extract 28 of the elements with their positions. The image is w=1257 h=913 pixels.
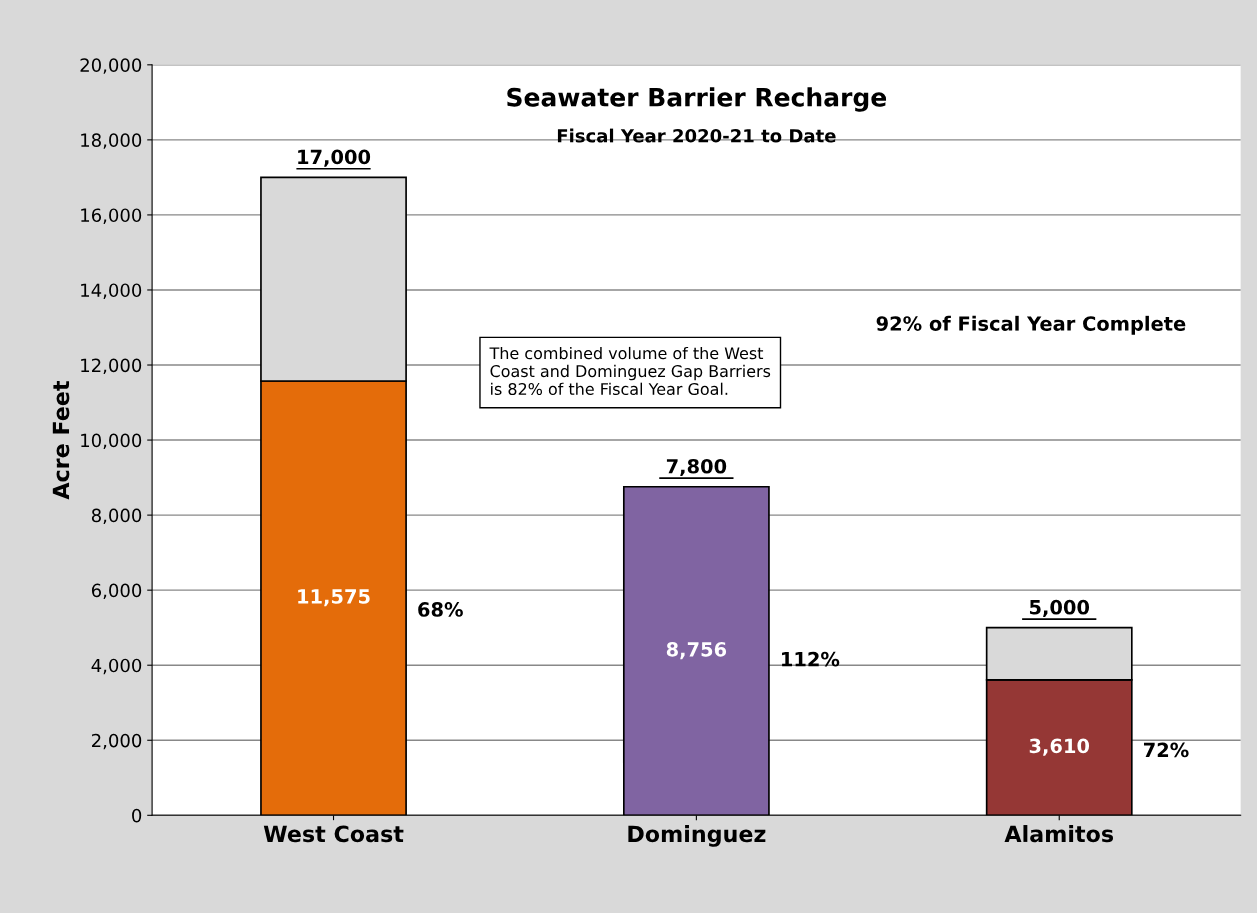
y-tick-label: 4,000 [91, 658, 142, 675]
x-tick-label: Dominguez [628, 825, 766, 847]
data-label: 11,575 [298, 589, 370, 607]
annotation: 7,800 [666, 458, 727, 477]
annotation: 72% [1143, 742, 1189, 758]
x-tick-label: Alamitos [1004, 825, 1114, 843]
text: Fiscal Year 2020-21 to Date [557, 128, 836, 143]
y-tick-label: 18,000 [81, 133, 142, 149]
y-tick-label: 6,000 [91, 583, 142, 600]
y-tick-label: 14,000 [81, 283, 142, 299]
data-label: 3,610 [1029, 738, 1090, 756]
annotation: 5,000 [1029, 599, 1090, 618]
annotation: 92% of Fiscal Year Complete [876, 315, 1186, 335]
data-label: 8,756 [666, 641, 727, 660]
annotation: 17,000 [298, 149, 371, 167]
x-tick-label: West Coast [263, 825, 404, 843]
y-tick-label: 2,000 [92, 733, 142, 750]
annotation: The combined volume of the West Coast and Dominguez Gap Barriers is 82% of the Fiscal Year Goal. [489, 346, 771, 396]
y-tick-label: 16,000 [81, 208, 142, 224]
y-tick-label: 12,000 [81, 358, 142, 374]
text: Seawater Barrier Recharge [507, 87, 887, 112]
y-tick-label: 8,000 [91, 508, 142, 525]
y-tick-label: 0 [132, 808, 142, 823]
y-tick-label: 10,000 [81, 433, 142, 450]
y-tick-label: 20,000 [80, 58, 142, 74]
y-axis-title: Acre Feet [52, 380, 70, 500]
annotation: 112% [782, 651, 840, 667]
annotation: 68% [418, 602, 463, 617]
